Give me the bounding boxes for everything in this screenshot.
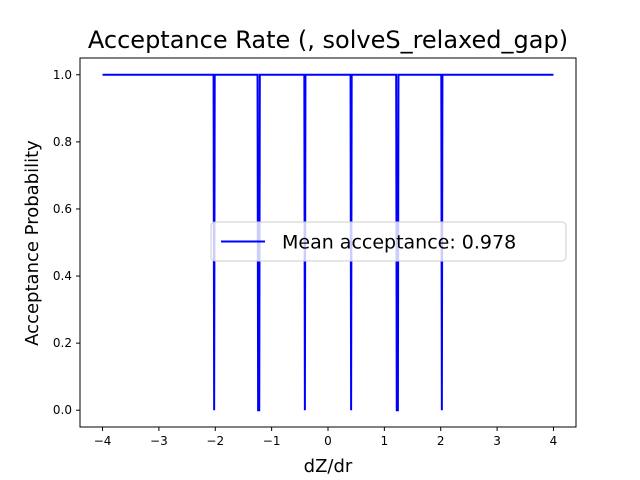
chart-title: Acceptance Rate (, solveS_relaxed_gap) — [88, 26, 568, 54]
x-tick-label: −3 — [150, 434, 168, 448]
x-tick-label: 3 — [493, 434, 501, 448]
y-tick-label: 0.6 — [53, 202, 72, 216]
x-axis-label: dZ/dr — [304, 456, 353, 477]
y-tick-label: 1.0 — [53, 68, 72, 82]
x-tick-label: 1 — [381, 434, 389, 448]
x-tick-label: −2 — [206, 434, 224, 448]
y-tick-label: 0.2 — [53, 336, 72, 350]
y-tick-label: 0.8 — [53, 135, 72, 149]
x-tick-label: 0 — [324, 434, 332, 448]
series-line-0 — [102, 73, 554, 412]
x-tick-label: 4 — [550, 434, 558, 448]
y-tick-label: 0.4 — [53, 269, 72, 283]
legend: Mean acceptance: 0.978 — [210, 221, 567, 262]
x-tick-label: −1 — [263, 434, 281, 448]
y-tick-label: 0.0 — [53, 403, 72, 417]
x-tick-label: 2 — [437, 434, 445, 448]
y-axis-label: Acceptance Probability — [22, 140, 43, 346]
x-tick-label: −4 — [94, 434, 112, 448]
legend-entry-label: Mean acceptance: 0.978 — [282, 232, 516, 254]
plot-area — [102, 73, 554, 412]
axes: −4 −3 −2 −1 0 1 2 3 4 0.0 0.2 0.4 0.6 0.8 1.0 — [53, 57, 577, 448]
legend-box — [210, 221, 567, 262]
